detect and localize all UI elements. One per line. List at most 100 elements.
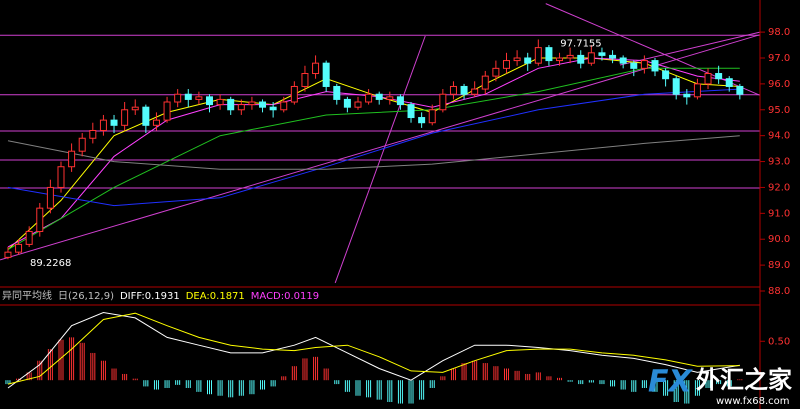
candle-body (216, 98, 224, 106)
price-annotation: 89.2268 (30, 258, 71, 269)
indicator-label: 异同平均线 (2, 289, 52, 302)
candle-body (492, 67, 500, 77)
y-tick-label: 96.0 (768, 79, 790, 90)
moving-average (7, 67, 740, 251)
candle-body (736, 85, 744, 95)
candle-body (693, 83, 701, 98)
trend-line (619, 31, 761, 66)
candle-body (471, 88, 479, 95)
candle-body (152, 119, 160, 126)
candle-body (57, 166, 65, 188)
y-tick-label: 89.0 (768, 260, 790, 271)
candle-body (725, 78, 733, 87)
candle-body (439, 93, 447, 111)
y-tick-label: 93.0 (768, 157, 790, 168)
candle-body (619, 57, 627, 64)
candle-body (78, 137, 86, 152)
watermark-name: 外汇之家 (696, 366, 792, 394)
candle-body (587, 52, 595, 64)
moving-average (7, 135, 740, 170)
candle-body (205, 96, 213, 106)
candle-body (365, 93, 373, 103)
candle-body (131, 106, 139, 111)
y-tick-label: 0.50 (768, 336, 790, 347)
indicator-line (7, 312, 740, 385)
candle-body (184, 93, 192, 100)
candle-body (227, 98, 235, 111)
candle-body (121, 109, 129, 126)
candle-body (481, 75, 489, 90)
y-tick-label: 97.0 (768, 53, 790, 64)
candle-body (290, 85, 298, 103)
y-tick-label: 95.0 (768, 105, 790, 116)
candle-body (46, 186, 54, 209)
trend-line (545, 3, 761, 96)
indicator-label: MACD:0.0119 (251, 291, 319, 302)
candle-body (343, 98, 351, 108)
candle-body (68, 150, 76, 168)
candle-body (428, 109, 436, 124)
candle-body (312, 62, 320, 75)
candle-body (683, 93, 691, 98)
candle-body (99, 119, 107, 131)
candle-body (524, 57, 532, 64)
candle-body (662, 70, 670, 80)
y-tick-label: 92.0 (768, 182, 790, 193)
candle-body (640, 60, 648, 69)
candle-body (163, 101, 171, 121)
candle-body (237, 104, 245, 111)
candle-body (386, 96, 394, 100)
candle-body (322, 62, 330, 87)
moving-average (7, 88, 740, 207)
candle-body (248, 101, 256, 106)
candle-body (15, 243, 23, 253)
candle-body (333, 85, 341, 100)
price-annotation: 97.7155 (560, 38, 601, 49)
candle-body (460, 85, 468, 95)
candle-body (651, 60, 659, 72)
trend-line (334, 35, 426, 284)
indicator-label: DIFF:0.1931 (120, 291, 180, 302)
candle-body (407, 104, 415, 119)
candle-body (36, 207, 44, 232)
candle-body (556, 57, 564, 62)
candle-body (142, 106, 150, 126)
candle-body (110, 119, 118, 126)
watermark-url: www.fx68.com (716, 396, 790, 407)
candle-body (545, 47, 553, 62)
candle-body (449, 85, 457, 95)
indicator-label: DEA:0.1871 (186, 291, 245, 302)
candle-body (630, 62, 638, 69)
candle-body (89, 129, 97, 139)
candle-body (396, 96, 404, 106)
candle-body (566, 54, 574, 59)
candle-body (195, 96, 203, 100)
candle-body (609, 54, 617, 59)
candle-body (4, 251, 12, 258)
candle-body (502, 60, 510, 69)
candle-body (704, 73, 712, 85)
candle-body (354, 101, 362, 108)
candle-body (715, 73, 723, 80)
candle-body (598, 52, 606, 56)
y-tick-label: 91.0 (768, 208, 790, 219)
watermark: FX 外汇之家 www.fx68.com (648, 365, 792, 408)
candle-body (672, 78, 680, 95)
candle-body (577, 54, 585, 64)
candle-body (259, 101, 267, 108)
candle-body (375, 93, 383, 100)
candle-body (25, 230, 33, 245)
candle-body (513, 57, 521, 62)
y-tick-label: 98.0 (768, 27, 790, 38)
candle-body (174, 93, 182, 103)
candle-body (418, 117, 426, 124)
candle-body (269, 106, 277, 111)
indicator-line (7, 311, 740, 389)
candle-body (280, 101, 288, 111)
candle-body (534, 47, 542, 64)
candle-body (301, 73, 309, 87)
y-tick-label: 88.0 (768, 286, 790, 297)
watermark-brand: FX (648, 365, 693, 400)
indicator-label: 日(26,12,9) (58, 291, 114, 302)
